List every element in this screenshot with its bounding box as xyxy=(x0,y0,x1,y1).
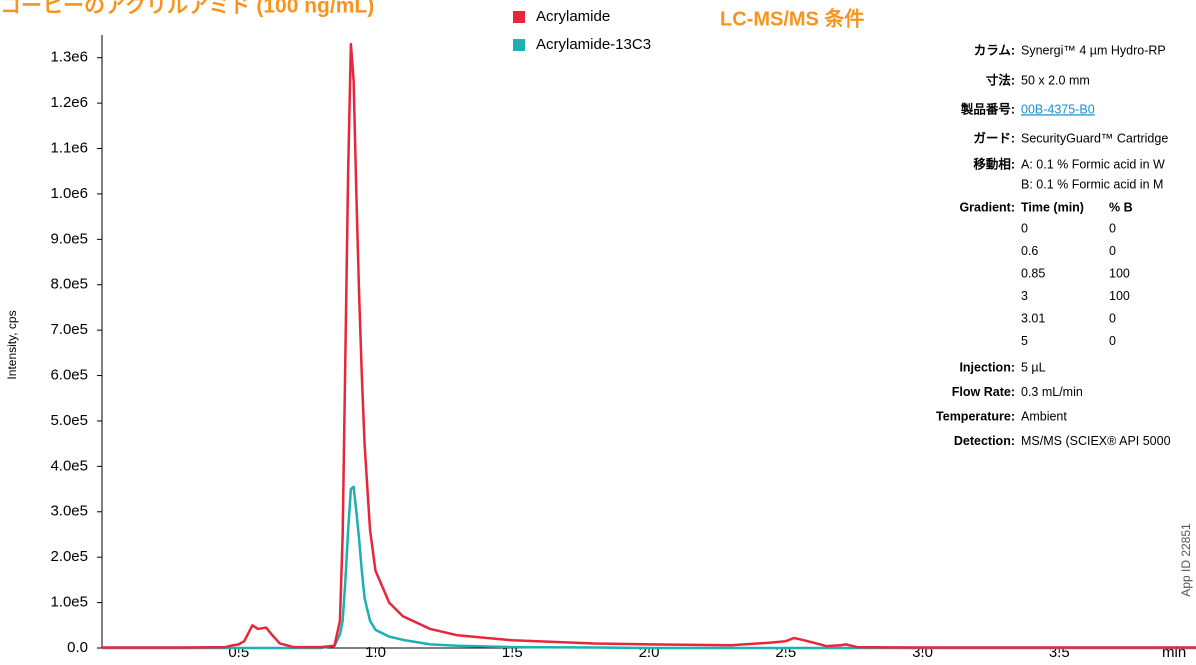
y-tick-label: 6.0e5 xyxy=(50,367,88,384)
gradient-cell: 0 xyxy=(1109,221,1116,235)
series-line xyxy=(102,485,1196,650)
gradient-header: % B xyxy=(1109,200,1133,214)
condition-label: ガード: xyxy=(973,130,1015,145)
condition-label: Temperature: xyxy=(936,409,1015,423)
legend-label: Acrylamide-13C3 xyxy=(536,36,651,53)
condition-label: Gradient: xyxy=(959,200,1015,214)
gradient-cell: 0 xyxy=(1109,244,1116,258)
chart-title: コーヒーのアクリルアミド (100 ng/mL) xyxy=(0,0,374,18)
condition-label: カラム: xyxy=(974,43,1015,57)
condition-label: 寸法: xyxy=(986,72,1015,87)
y-tick-label: 1.2e6 xyxy=(50,94,88,111)
condition-value: 50 x 2.0 mm xyxy=(1021,73,1090,87)
gradient-cell: 100 xyxy=(1109,266,1130,280)
gradient-cell: 0.85 xyxy=(1021,266,1045,280)
condition-label: Flow Rate: xyxy=(952,385,1015,399)
gradient-cell: 0.6 xyxy=(1021,244,1038,258)
gradient-cell: 0 xyxy=(1021,221,1028,235)
condition-value: MS/MS (SCIEX® API 5000 xyxy=(1021,434,1171,448)
y-axis-label: Intensity, cps xyxy=(5,310,19,379)
gradient-cell: 5 xyxy=(1021,334,1028,348)
condition-label: 移動相: xyxy=(973,156,1015,171)
y-tick-label: 1.3e6 xyxy=(50,49,88,66)
condition-value: Synergi™ 4 µm Hydro-RP xyxy=(1021,43,1166,57)
y-tick-label: 3.0e5 xyxy=(50,503,88,520)
condition-value: A: 0.1 % Formic acid in W xyxy=(1021,157,1165,171)
panel-title: LC-MS/MS 条件 xyxy=(720,6,864,30)
condition-value: 5 µL xyxy=(1021,360,1046,374)
y-tick-label: 1.0e6 xyxy=(50,185,88,202)
gradient-cell: 3 xyxy=(1021,289,1028,303)
y-tick-label: 9.0e5 xyxy=(50,230,88,247)
condition-value: SecurityGuard™ Cartridge xyxy=(1021,131,1168,145)
y-tick-label: 1.0e5 xyxy=(50,594,88,611)
x-tick-label: 2.5 xyxy=(775,644,796,660)
legend-swatch xyxy=(513,39,525,51)
condition-value: Ambient xyxy=(1021,409,1067,423)
x-tick-label: 2.0 xyxy=(639,644,660,660)
y-tick-label: 0.0 xyxy=(67,639,88,656)
y-tick-label: 7.0e5 xyxy=(50,321,88,338)
product-link[interactable]: 00B-4375-B0 xyxy=(1021,102,1095,116)
legend-label: Acrylamide xyxy=(536,8,610,25)
condition-value: B: 0.1 % Formic acid in M xyxy=(1021,177,1163,191)
gradient-cell: 100 xyxy=(1109,289,1130,303)
x-tick-label: 1.0 xyxy=(365,644,386,660)
y-tick-label: 4.0e5 xyxy=(50,457,88,474)
y-tick-label: 5.0e5 xyxy=(50,412,88,429)
condition-label: 製品番号: xyxy=(960,101,1015,116)
y-tick-label: 1.1e6 xyxy=(50,139,88,156)
legend-swatch xyxy=(513,11,525,23)
y-tick-label: 8.0e5 xyxy=(50,276,88,293)
condition-value: 0.3 mL/min xyxy=(1021,385,1083,399)
app-id: App ID 22851 xyxy=(1179,523,1193,597)
gradient-header: Time (min) xyxy=(1021,200,1084,214)
condition-label: Detection: xyxy=(954,434,1015,448)
y-tick-label: 2.0e5 xyxy=(50,548,88,565)
gradient-cell: 3.01 xyxy=(1021,311,1045,325)
condition-label: Injection: xyxy=(959,360,1015,374)
series-line xyxy=(102,42,1196,649)
gradient-cell: 0 xyxy=(1109,311,1116,325)
gradient-cell: 0 xyxy=(1109,334,1116,348)
